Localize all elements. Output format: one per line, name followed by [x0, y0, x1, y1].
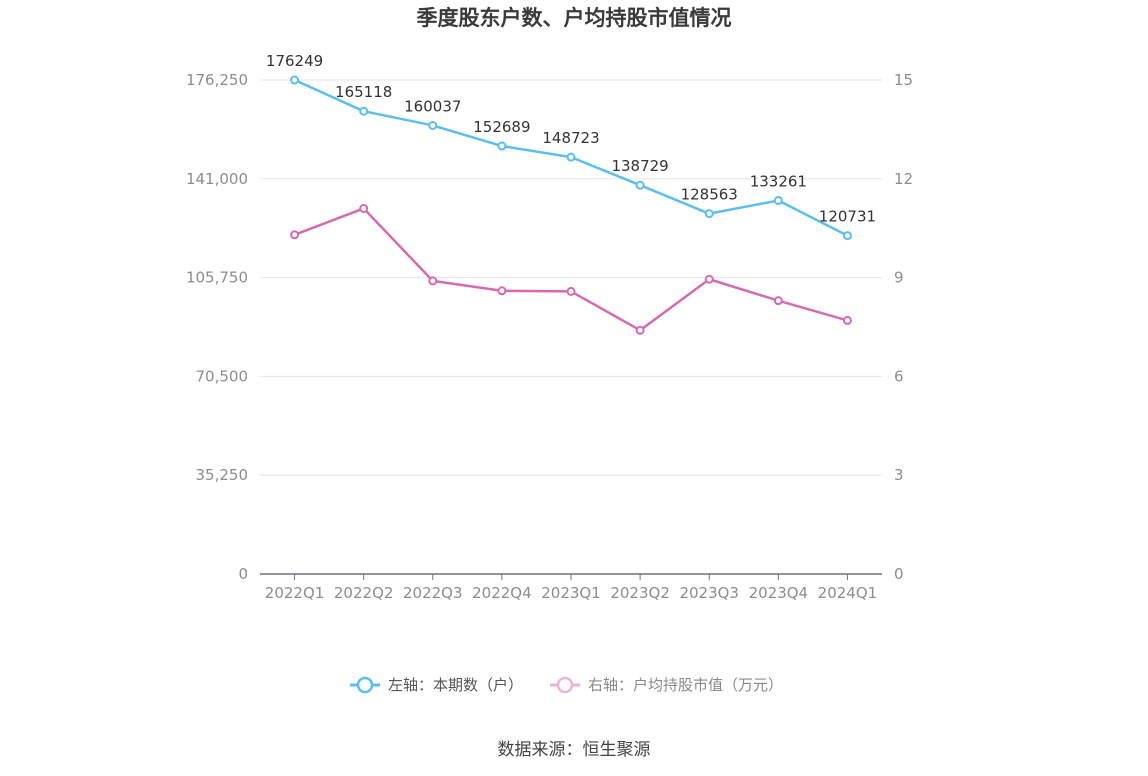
data-point-left[interactable] [566, 152, 576, 162]
series-lines [290, 75, 852, 335]
data-point-right[interactable] [428, 276, 438, 286]
x-tick-label: 2024Q1 [818, 584, 878, 602]
data-point-left[interactable] [773, 195, 783, 205]
x-tick-label: 2023Q2 [610, 584, 670, 602]
data-point-left[interactable] [428, 120, 438, 130]
y-left-tick-label: 0 [238, 565, 248, 583]
data-point-right[interactable] [842, 315, 852, 325]
x-tick-label: 2023Q3 [679, 584, 739, 602]
data-labels: 176249 165118 160037 152689 148723 138729 1285… [266, 52, 876, 226]
x-tick-label: 2022Q2 [334, 584, 394, 602]
data-label: 128563 [681, 186, 738, 204]
legend[interactable]: 左轴：本期数（户） 右轴：户均持股市值（万元） [350, 676, 783, 694]
data-point-right[interactable] [497, 286, 507, 296]
data-point-left[interactable] [635, 180, 645, 190]
y-right-tick-label: 15 [894, 71, 913, 89]
legend-label-right: 右轴：户均持股市值（万元） [588, 676, 783, 694]
y-right-tick-label: 3 [894, 466, 904, 484]
x-tick-label: 2023Q4 [749, 584, 809, 602]
data-label: 148723 [542, 129, 599, 147]
x-tick-label: 2022Q1 [265, 584, 325, 602]
series-line-right [294, 207, 848, 332]
data-label: 152689 [473, 118, 530, 136]
axes: 0 35,250 70,500 105,750 141,000 176,250 0 3 6 9 12… [186, 71, 913, 602]
data-label: 176249 [266, 52, 323, 70]
y-right-tick-label: 0 [894, 565, 904, 583]
data-point-right[interactable] [359, 203, 369, 213]
y-right-tick-label: 9 [894, 269, 904, 287]
data-point-left[interactable] [359, 106, 369, 116]
source-note: 数据来源：恒生聚源 [498, 740, 651, 760]
y-right-tick-label: 12 [894, 170, 913, 188]
y-left-tick-label: 35,250 [196, 466, 249, 484]
legend-item-right[interactable]: 右轴：户均持股市值（万元） [550, 676, 783, 694]
x-tick-label: 2022Q3 [403, 584, 463, 602]
data-point-left[interactable] [842, 231, 852, 241]
data-label: 120731 [819, 208, 876, 226]
x-tick-label: 2023Q1 [541, 584, 601, 602]
data-point-right[interactable] [773, 296, 783, 306]
data-point-left[interactable] [704, 209, 714, 219]
chart-title: 季度股东户数、户均持股市值情况 [417, 6, 732, 30]
y-left-tick-label: 105,750 [186, 269, 248, 287]
data-label: 138729 [611, 157, 668, 175]
y-left-tick-label: 70,500 [196, 367, 249, 385]
data-point-right[interactable] [566, 286, 576, 296]
x-tick-label: 2022Q4 [472, 584, 532, 602]
data-point-right[interactable] [704, 274, 714, 284]
legend-item-left[interactable]: 左轴：本期数（户） [350, 676, 523, 694]
data-label: 160037 [404, 97, 461, 115]
grid-lines [260, 79, 882, 476]
y-left-tick-label: 141,000 [186, 170, 248, 188]
legend-label-left: 左轴：本期数（户） [388, 676, 523, 694]
data-point-right[interactable] [635, 325, 645, 335]
data-point-right[interactable] [290, 230, 300, 240]
y-left-tick-label: 176,250 [186, 71, 248, 89]
data-label: 133261 [750, 172, 807, 190]
data-point-left[interactable] [497, 141, 507, 151]
data-point-left[interactable] [290, 75, 300, 85]
data-label: 165118 [335, 83, 392, 101]
y-right-tick-label: 6 [894, 367, 904, 385]
